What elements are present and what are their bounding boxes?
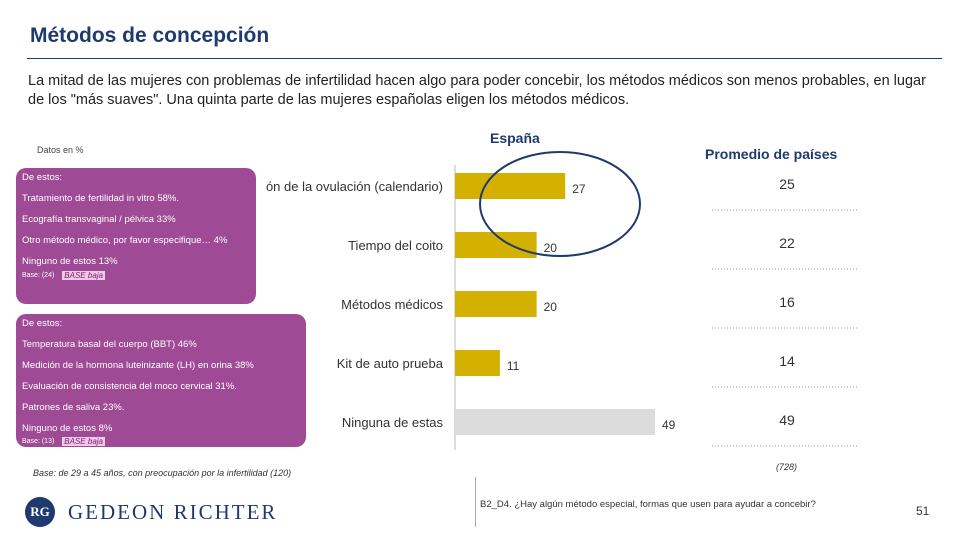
title-divider — [27, 58, 942, 59]
footer-divider — [475, 477, 476, 527]
survey-question: B2_D4. ¿Hay algún método especial, forma… — [480, 499, 816, 510]
page-title: Métodos de concepción — [30, 24, 270, 47]
callout-ovulation-methods: De estos: Temperatura basal del cuerpo (… — [16, 314, 306, 447]
bar-value-label: 27 — [572, 182, 586, 196]
highlight-ellipse — [479, 151, 641, 257]
series-label-average: Promedio de países — [705, 146, 838, 162]
company-logo-icon: RG — [25, 497, 55, 527]
callout1-base-low-badge: BASE baja — [62, 271, 105, 280]
callout2-item: Temperatura basal del cuerpo (BBT) 46% — [22, 339, 197, 350]
callout2-item: Ninguno de estos 8% — [22, 423, 113, 434]
callout1-item: Ecografía transvaginal / pélvica 33% — [22, 214, 176, 225]
company-logo-text: GEDEON RICHTER — [68, 500, 278, 524]
callout1-base: Base: (24) BASE baja — [22, 271, 250, 280]
bar-spain — [455, 409, 655, 435]
average-base: (728) — [776, 462, 798, 472]
bar-value-label: 11 — [507, 359, 520, 373]
page-number: 51 — [916, 504, 930, 518]
average-value-label: 22 — [779, 235, 795, 251]
category-label: ón de la ovulación (calendario) — [266, 179, 443, 194]
callout1-item: Otro método médico, por favor especifiqu… — [22, 235, 228, 246]
callout2-item: Evaluación de consistencia del moco cerv… — [22, 381, 237, 392]
series-label-spain: España — [490, 130, 540, 146]
category-label: Ninguna de estas — [342, 415, 444, 430]
bar-spain — [455, 350, 500, 376]
units-label: Datos en % — [37, 145, 84, 155]
bar-value-label: 49 — [662, 418, 676, 432]
average-value-label: 25 — [779, 176, 795, 192]
callout2-base-low-badge: BASE baja — [62, 437, 105, 446]
bar-spain — [455, 173, 566, 199]
callout2-base: Base: (13) BASE baja — [22, 437, 300, 446]
category-label: Kit de auto prueba — [337, 356, 444, 371]
base-note: Base: de 29 a 45 años, con preocupación … — [33, 468, 292, 478]
average-value-label: 49 — [779, 412, 795, 428]
callout2-item: Patrones de saliva 23%. — [22, 402, 125, 413]
bar-value-label: 20 — [544, 300, 558, 314]
category-label: Métodos médicos — [341, 297, 443, 312]
callout1-base-text: Base: (24) — [22, 272, 55, 279]
bar-spain — [455, 291, 537, 317]
intro-text: La mitad de las mujeres con problemas de… — [28, 73, 926, 108]
callout-medical-methods: De estos: Tratamiento de fertilidad in v… — [16, 168, 256, 304]
category-label: Tiempo del coito — [348, 238, 443, 253]
callout2-item: Medición de la hormona luteinizante (LH)… — [22, 360, 254, 371]
callout1-item: Ninguno de estos 13% — [22, 256, 118, 267]
callout1-item: De estos: — [22, 172, 63, 183]
average-value-label: 14 — [779, 353, 795, 369]
bar-value-label: 20 — [544, 241, 558, 255]
average-value-label: 16 — [779, 294, 795, 310]
callout1-item: Tratamiento de fertilidad in vitro 58%. — [22, 193, 180, 204]
callout2-item: De estos: — [22, 318, 63, 329]
callout2-base-text: Base: (13) — [22, 438, 55, 445]
